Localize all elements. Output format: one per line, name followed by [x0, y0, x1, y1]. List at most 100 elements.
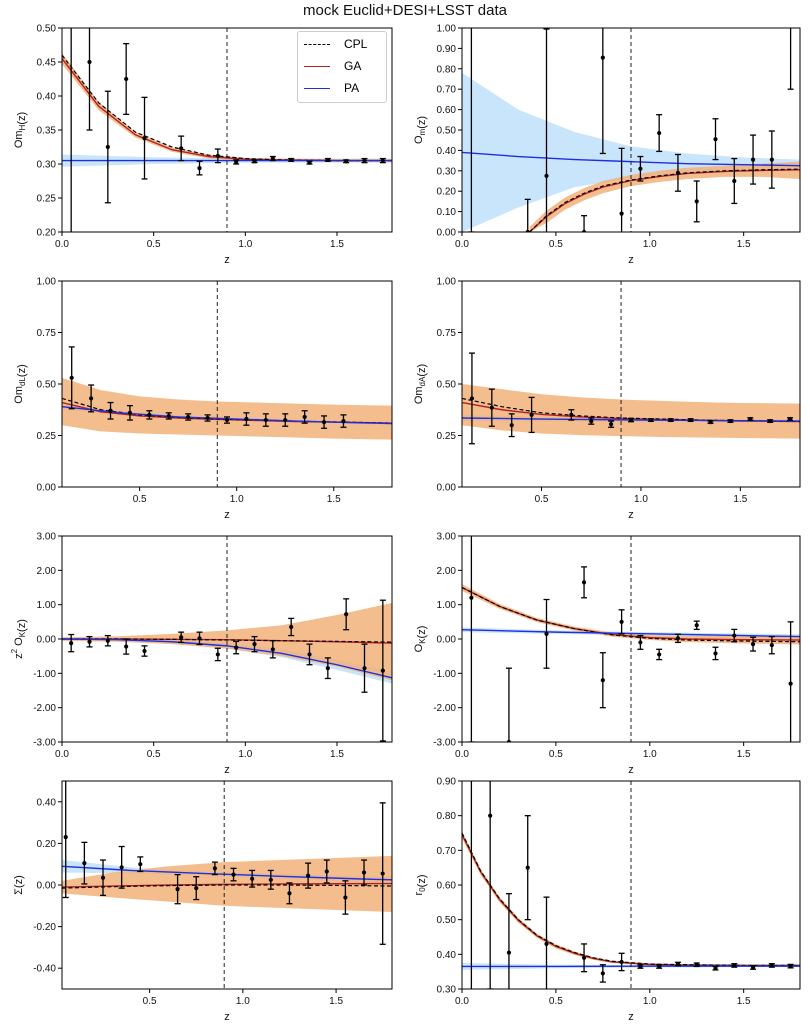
data-point: [379, 802, 386, 945]
data-point: [581, 215, 588, 232]
data-point: [251, 159, 258, 164]
y-axis-label: OmdA(z): [413, 364, 428, 404]
data-point: [750, 965, 757, 970]
x-tick-label: 1.0: [238, 239, 252, 250]
x-axis-label: z: [628, 764, 634, 776]
legend-item-cpl: CPL: [304, 36, 384, 54]
ga-line: [462, 834, 800, 967]
x-tick-label: 1.0: [643, 749, 657, 760]
ga-line: [529, 169, 800, 232]
ga-band: [62, 377, 392, 440]
data-point: [618, 609, 625, 635]
data-point: [543, 896, 550, 989]
data-point: [324, 157, 331, 163]
data-point: [628, 417, 634, 423]
legend-label-pa: PA: [344, 81, 360, 95]
x-tick-label: 1.0: [230, 494, 244, 505]
panel-om: 0.00 0.10 0.20 0.30 0.40 0.50 0.60 0.70 0.80 0.90…: [413, 24, 801, 266]
data-point: [288, 617, 295, 637]
axes-frame: [461, 280, 801, 488]
plot-area: [62, 536, 392, 742]
data-point: [750, 134, 757, 185]
data-point: [251, 635, 258, 653]
data-point: [282, 413, 289, 427]
y-tick-label: 3.00: [437, 532, 457, 543]
data-point: [100, 859, 107, 897]
y-tick-label: 0.00: [437, 228, 457, 239]
data-point: [204, 414, 211, 422]
data-point: [731, 157, 738, 205]
data-point: [712, 118, 719, 161]
panel-omh: 0.20 0.25 0.30 0.35 0.40 0.45 0.50 0.0 0.5 1.0 1.5…: [13, 24, 393, 266]
data-point: [599, 28, 606, 155]
data-point: [656, 964, 663, 969]
x-tick-label: 0.5: [549, 239, 563, 250]
y-axis-label: OK(z): [413, 626, 428, 653]
plot-area: [462, 536, 800, 742]
data-point: [667, 417, 674, 423]
cpl-line: [62, 884, 392, 889]
data-point: [787, 963, 794, 969]
cpl-line: [462, 586, 800, 643]
x-tick-label: 0.0: [55, 749, 69, 760]
data-point: [324, 657, 331, 680]
data-point: [178, 631, 185, 644]
x-axis-label: z: [224, 509, 230, 521]
data-point: [731, 628, 738, 643]
data-point: [524, 198, 531, 232]
x-tick-label: 1.0: [238, 749, 252, 760]
y-tick-label: 0.75: [437, 328, 457, 339]
data-point: [126, 404, 133, 421]
data-point: [118, 845, 125, 889]
data-point: [588, 417, 595, 425]
data-point: [687, 417, 694, 423]
data-point: [488, 388, 495, 427]
y-tick-label: 0.70: [437, 846, 457, 857]
x-tick-label: 0.5: [535, 494, 549, 505]
legend: CPL GA PA: [297, 31, 387, 103]
data-point: [70, 28, 72, 232]
y-tick-label: 0.40: [437, 950, 457, 961]
y-tick-label: 0.50: [437, 380, 457, 391]
x-tick-label: 0.5: [147, 749, 161, 760]
data-point: [301, 410, 308, 424]
data-point: [141, 645, 148, 657]
legend-swatch-pa: [304, 88, 330, 89]
data-point: [505, 893, 512, 989]
data-point: [343, 159, 350, 164]
x-tick-label: 1.5: [329, 996, 343, 1007]
y-tick-label: 0.90: [437, 44, 457, 55]
y-tick-label: 0.25: [37, 194, 57, 205]
y-tick-label: 0.30: [437, 166, 457, 177]
data-point: [768, 963, 775, 968]
y-axis-label: OmH(z): [13, 112, 28, 148]
y-axis-label: Σ(z): [13, 875, 25, 895]
data-point: [146, 410, 153, 420]
x-tick-label: 0.5: [143, 996, 157, 1007]
data-point: [193, 876, 200, 901]
y-tick-label: 0.50: [37, 24, 57, 35]
legend-label-ga: GA: [344, 59, 362, 73]
y-tick-label: -0.40: [33, 964, 56, 975]
data-point: [787, 28, 794, 90]
data-point: [286, 882, 293, 905]
data-point: [637, 964, 644, 969]
legend-swatch-cpl: [304, 44, 330, 45]
data-point: [599, 652, 606, 709]
data-point: [674, 961, 681, 967]
x-tick-label: 0.5: [147, 239, 161, 250]
panel-r0: 0.30 0.40 0.50 0.60 0.70 0.80 0.90 0.0 0.5 1.0 1.5…: [413, 777, 801, 1023]
data-point: [137, 856, 144, 873]
data-point: [233, 640, 240, 655]
data-point: [62, 781, 69, 899]
data-point: [637, 634, 644, 650]
legend-label-cpl: CPL: [344, 37, 368, 51]
cpl-line: [529, 168, 800, 232]
y-tick-label: 1.00: [437, 600, 457, 611]
data-point: [768, 635, 775, 655]
axes-frame: [61, 280, 393, 488]
panel-z2ok: -3.00 -2.00 -1.00 0.00 1.00 2.00 3.00 0.0 0.5 1.0…: [10, 532, 393, 776]
data-point: [165, 412, 172, 420]
data-point: [68, 346, 75, 410]
data-point: [123, 638, 130, 655]
